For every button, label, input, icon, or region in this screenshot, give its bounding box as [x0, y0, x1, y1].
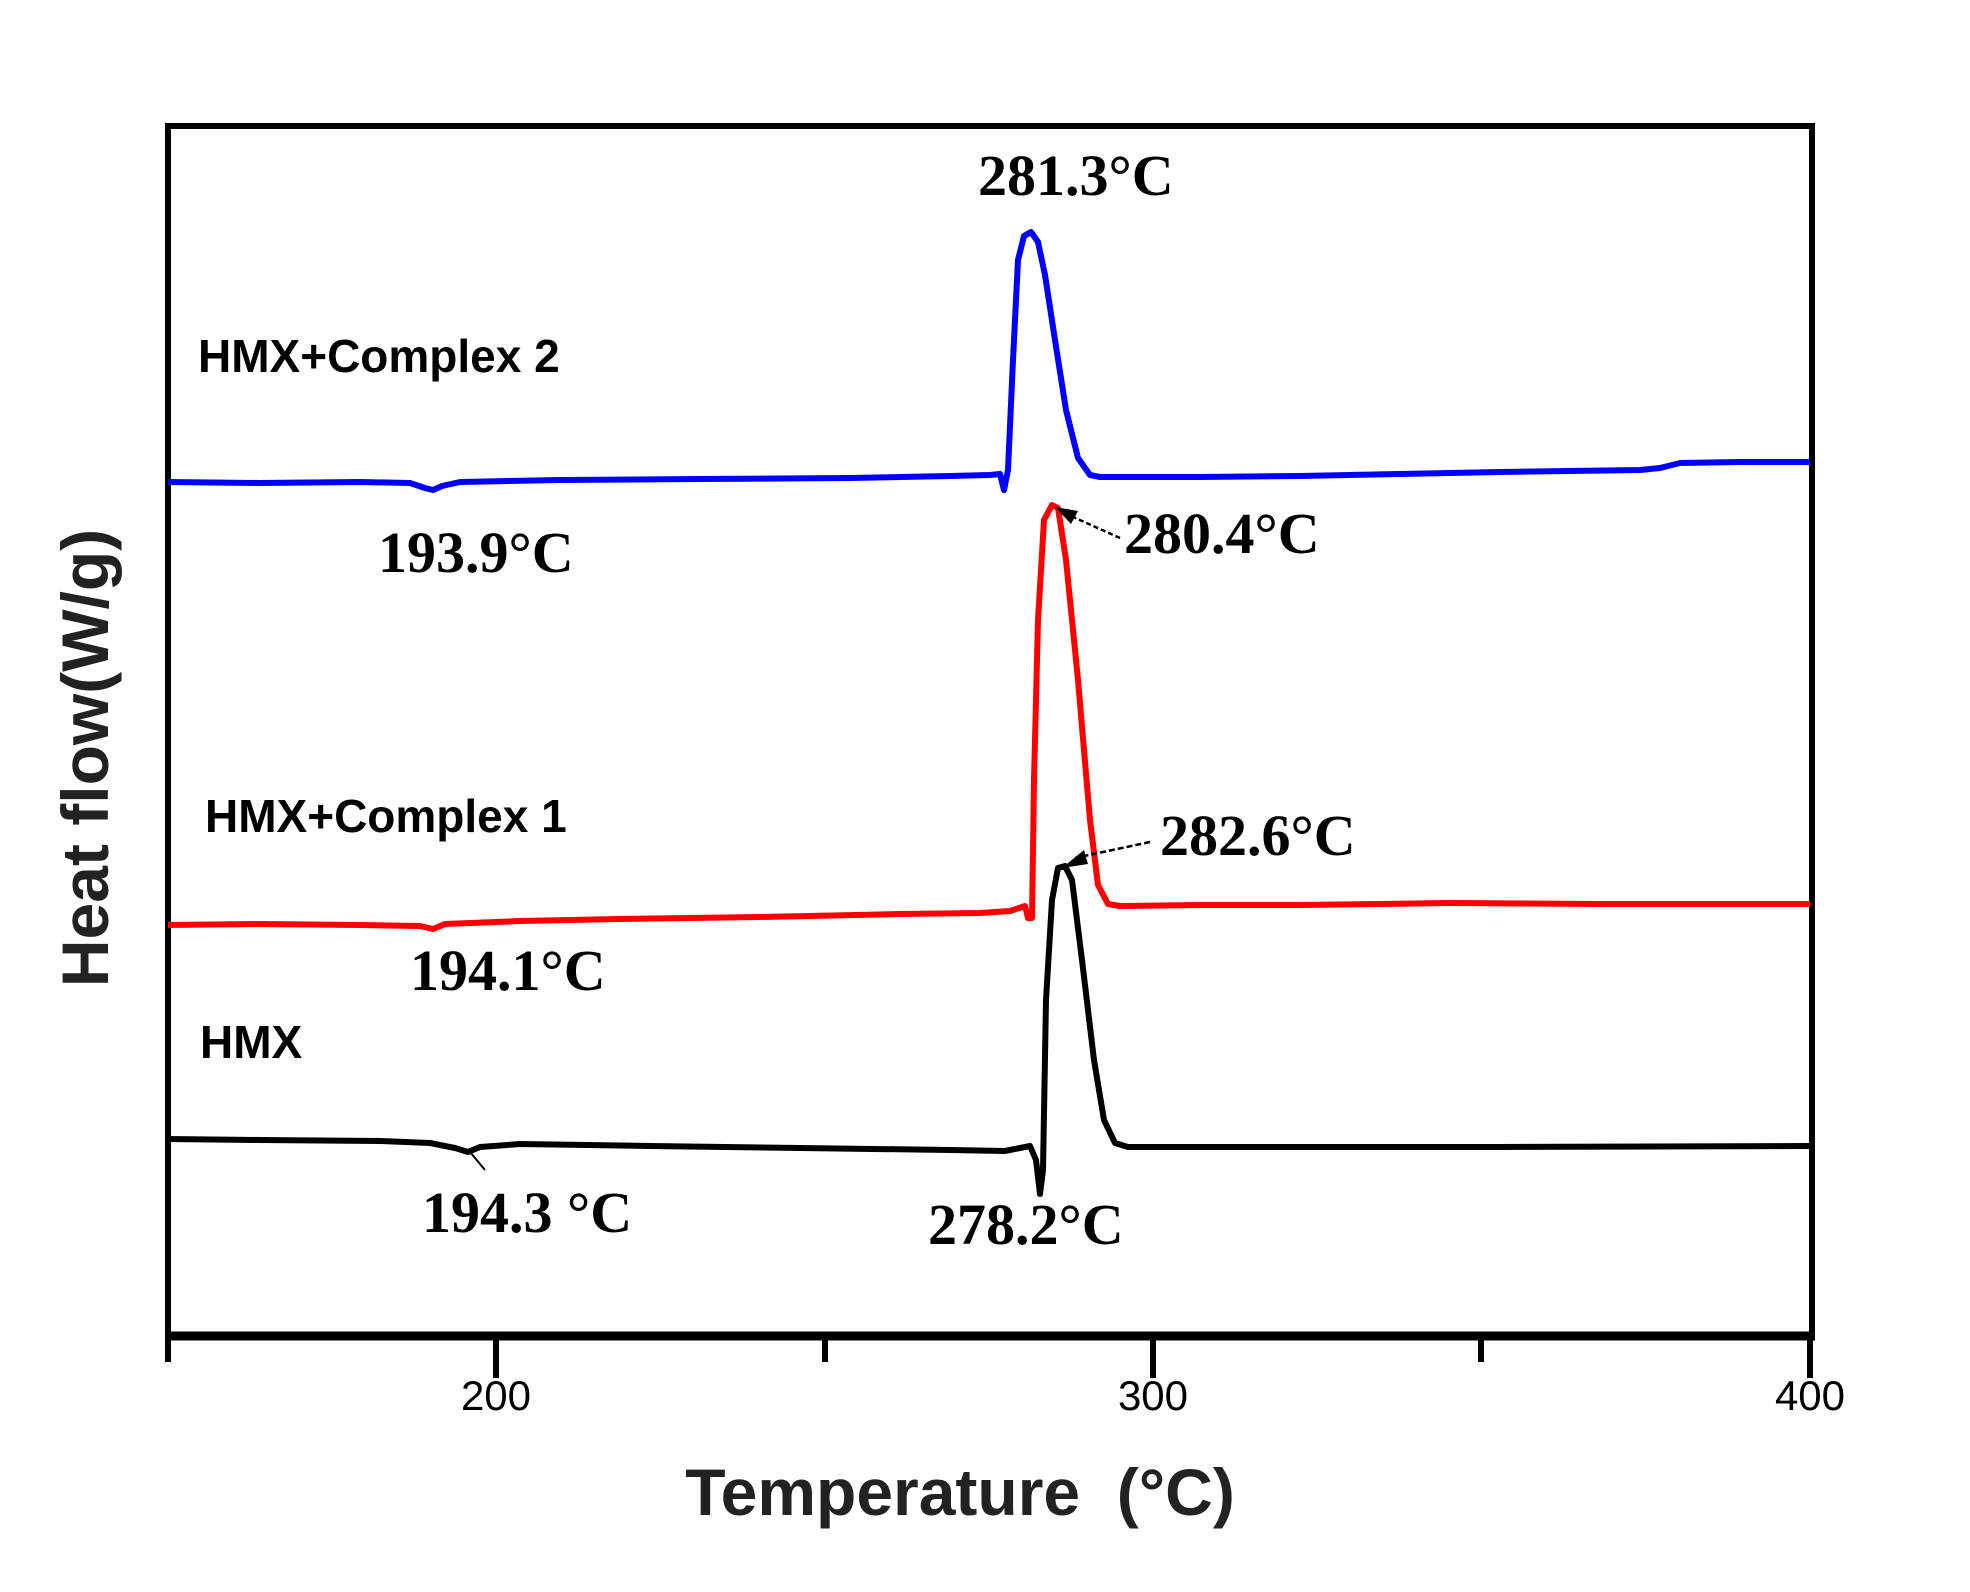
arrow-head-282-6	[1062, 850, 1088, 868]
series-hmx-complex-1-curve	[167, 502, 1810, 932]
annotation-280-4: 280.4°C	[1124, 501, 1320, 566]
x-ticks	[165, 1336, 1813, 1378]
x-axis-title: Temperature (°C)	[685, 1455, 1235, 1529]
leader-282-6	[1074, 840, 1151, 860]
plot-frame	[165, 123, 1815, 1339]
annotation-leaders	[469, 507, 1151, 1171]
annotation-194-3: 194.3 °C	[422, 1180, 632, 1245]
tick-label-300: 300	[1118, 1372, 1188, 1419]
series-label-hmx-complex-2: HMX+Complex 2	[198, 330, 560, 382]
arrow-head-280-4	[1055, 507, 1078, 524]
annotation-282-6: 282.6°C	[1160, 803, 1356, 868]
series-label-hmx: HMX	[200, 1016, 303, 1068]
annotation-193-9: 193.9°C	[378, 520, 574, 585]
leader-194-3	[469, 1151, 486, 1171]
annotation-278-2: 278.2°C	[928, 1192, 1124, 1257]
series-hmx-curve	[167, 863, 1811, 1197]
annotation-281-3: 281.3°C	[978, 143, 1174, 208]
y-axis-title: Heat flow(W/g)	[48, 529, 122, 987]
series-hmx-complex-2-curve	[167, 229, 1810, 493]
tick-label-400: 400	[1775, 1372, 1845, 1419]
tick-label-200: 200	[461, 1372, 531, 1419]
series-label-hmx-complex-1: HMX+Complex 1	[205, 790, 567, 842]
annotation-194-1: 194.1°C	[410, 938, 606, 1003]
